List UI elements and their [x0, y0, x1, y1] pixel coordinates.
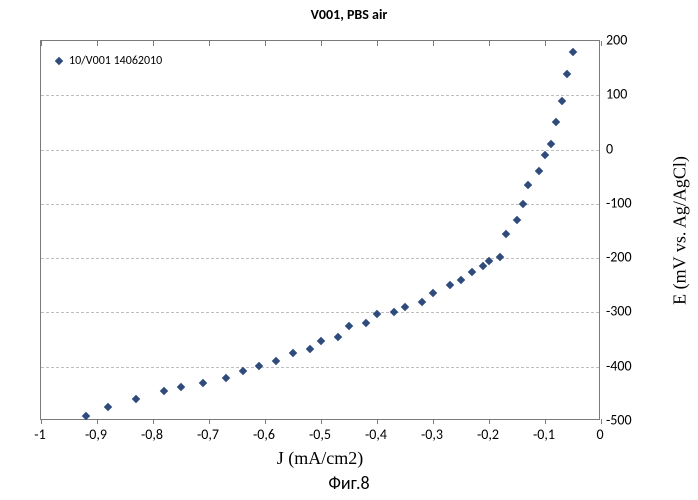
chart-container: 10/V001 14062010 2001000-100-200-300-400… [20, 40, 680, 440]
legend-marker [55, 57, 63, 65]
x-tick [601, 41, 602, 46]
data-point [546, 140, 554, 148]
data-point [132, 395, 140, 403]
x-tick-label: -0,3 [421, 426, 443, 443]
x-tick [321, 419, 322, 424]
x-tick-label: -0,2 [477, 426, 499, 443]
data-point [535, 167, 543, 175]
data-point [418, 297, 426, 305]
x-tick-label: -0,4 [365, 426, 387, 443]
y-axis-title: E (mV vs. Ag/AgCl) [670, 131, 691, 331]
grid-line [41, 367, 599, 368]
x-tick-label: -0,1 [533, 426, 555, 443]
x-tick-label: -0,5 [309, 426, 331, 443]
data-point [160, 387, 168, 395]
x-tick-label: 0 [596, 426, 603, 443]
x-tick [153, 41, 154, 46]
x-tick [545, 41, 546, 46]
x-tick [265, 41, 266, 46]
grid-line [41, 312, 599, 313]
x-axis-title: J (mA/cm2) [40, 448, 600, 469]
x-tick-label: -0,7 [197, 426, 219, 443]
x-tick [321, 41, 322, 46]
x-tick [489, 41, 490, 46]
data-point [541, 151, 549, 159]
x-tick [489, 419, 490, 424]
data-point [289, 349, 297, 357]
legend-label: 10/V001 14062010 [69, 54, 162, 68]
x-tick-label: -0,8 [141, 426, 163, 443]
data-point [82, 411, 90, 419]
data-point [552, 118, 560, 126]
data-point [390, 308, 398, 316]
x-tick-label: -0,9 [85, 426, 107, 443]
data-point [317, 336, 325, 344]
x-tick [377, 41, 378, 46]
y-tick-label: 0 [606, 140, 613, 157]
x-tick [545, 419, 546, 424]
data-point [272, 357, 280, 365]
x-tick [97, 41, 98, 46]
plot-area: 10/V001 14062010 [40, 40, 600, 420]
data-point [177, 383, 185, 391]
chart-title: V001, PBS air [0, 6, 698, 23]
data-point [222, 373, 230, 381]
y-tick-label: -500 [606, 412, 632, 429]
data-point [334, 333, 342, 341]
y-tick-label: 200 [606, 32, 627, 49]
x-tick [209, 41, 210, 46]
data-point [468, 267, 476, 275]
data-point [362, 319, 370, 327]
data-point [558, 96, 566, 104]
data-point [104, 403, 112, 411]
y-tick-label: -100 [606, 194, 632, 211]
grid-line [41, 95, 599, 96]
grid-line [41, 150, 599, 151]
y-tick-label: -300 [606, 303, 632, 320]
data-point [306, 345, 314, 353]
figure-caption: Фиг.8 [0, 472, 698, 494]
x-tick [433, 41, 434, 46]
data-point [429, 289, 437, 297]
data-point [238, 367, 246, 375]
data-point [199, 379, 207, 387]
x-tick [209, 419, 210, 424]
y-tick-label: -400 [606, 357, 632, 374]
data-point [513, 216, 521, 224]
grid-line [41, 204, 599, 205]
grid-line [41, 258, 599, 259]
x-tick [41, 41, 42, 46]
data-point [401, 303, 409, 311]
x-tick [377, 419, 378, 424]
x-tick [41, 419, 42, 424]
data-point [563, 69, 571, 77]
data-point [345, 322, 353, 330]
x-tick [265, 419, 266, 424]
x-tick [153, 419, 154, 424]
data-point [496, 253, 504, 261]
data-point [569, 48, 577, 56]
x-tick [433, 419, 434, 424]
data-point [373, 310, 381, 318]
x-tick-label: -0,6 [253, 426, 275, 443]
data-point [255, 361, 263, 369]
x-tick [97, 419, 98, 424]
data-point [446, 281, 454, 289]
x-tick-label: -1 [34, 426, 45, 443]
data-point [502, 229, 510, 237]
data-point [524, 181, 532, 189]
data-point [518, 200, 526, 208]
data-point [457, 276, 465, 284]
x-tick [601, 419, 602, 424]
y-tick-label: 100 [606, 86, 627, 103]
y-tick-label: -200 [606, 249, 632, 266]
